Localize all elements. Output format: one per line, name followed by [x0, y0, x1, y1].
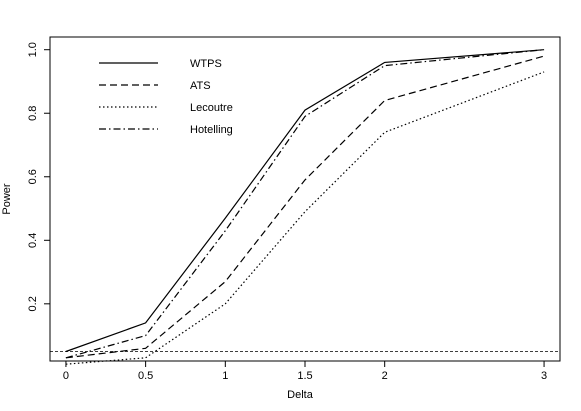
x-tick-label: 0.5 — [138, 370, 153, 382]
legend-label-ats: ATS — [190, 80, 211, 92]
y-tick-label: 0.4 — [27, 233, 39, 248]
x-tick-label: 1 — [222, 370, 228, 382]
y-tick-label: 0.8 — [27, 106, 39, 121]
y-axis-label: Power — [1, 183, 13, 215]
x-axis: 0 0.5 1 1.5 2 3 — [63, 361, 547, 382]
legend: WTPS ATS Lecoutre Hotelling — [99, 58, 233, 136]
legend-label-hotelling: Hotelling — [190, 124, 233, 136]
x-axis-label: Delta — [287, 389, 314, 401]
y-tick-label: 0.2 — [27, 296, 39, 311]
x-tick-label: 1.5 — [297, 370, 312, 382]
x-tick-label: 0 — [63, 370, 69, 382]
series-line-ats — [65, 55, 545, 359]
series-line-hotelling — [65, 49, 545, 359]
y-tick-label: 0.6 — [27, 169, 39, 184]
legend-label-lecoutre: Lecoutre — [190, 102, 233, 114]
x-tick-label: 3 — [541, 370, 547, 382]
legend-label-wtps: WTPS — [190, 58, 222, 70]
series-line-wtps — [65, 49, 545, 353]
series-layer — [65, 49, 545, 365]
x-tick-label: 2 — [382, 370, 388, 382]
series-line-lecoutre — [65, 71, 545, 365]
y-tick-label: 1.0 — [27, 42, 39, 57]
y-axis: 0.2 0.4 0.6 0.8 1.0 — [27, 42, 50, 311]
